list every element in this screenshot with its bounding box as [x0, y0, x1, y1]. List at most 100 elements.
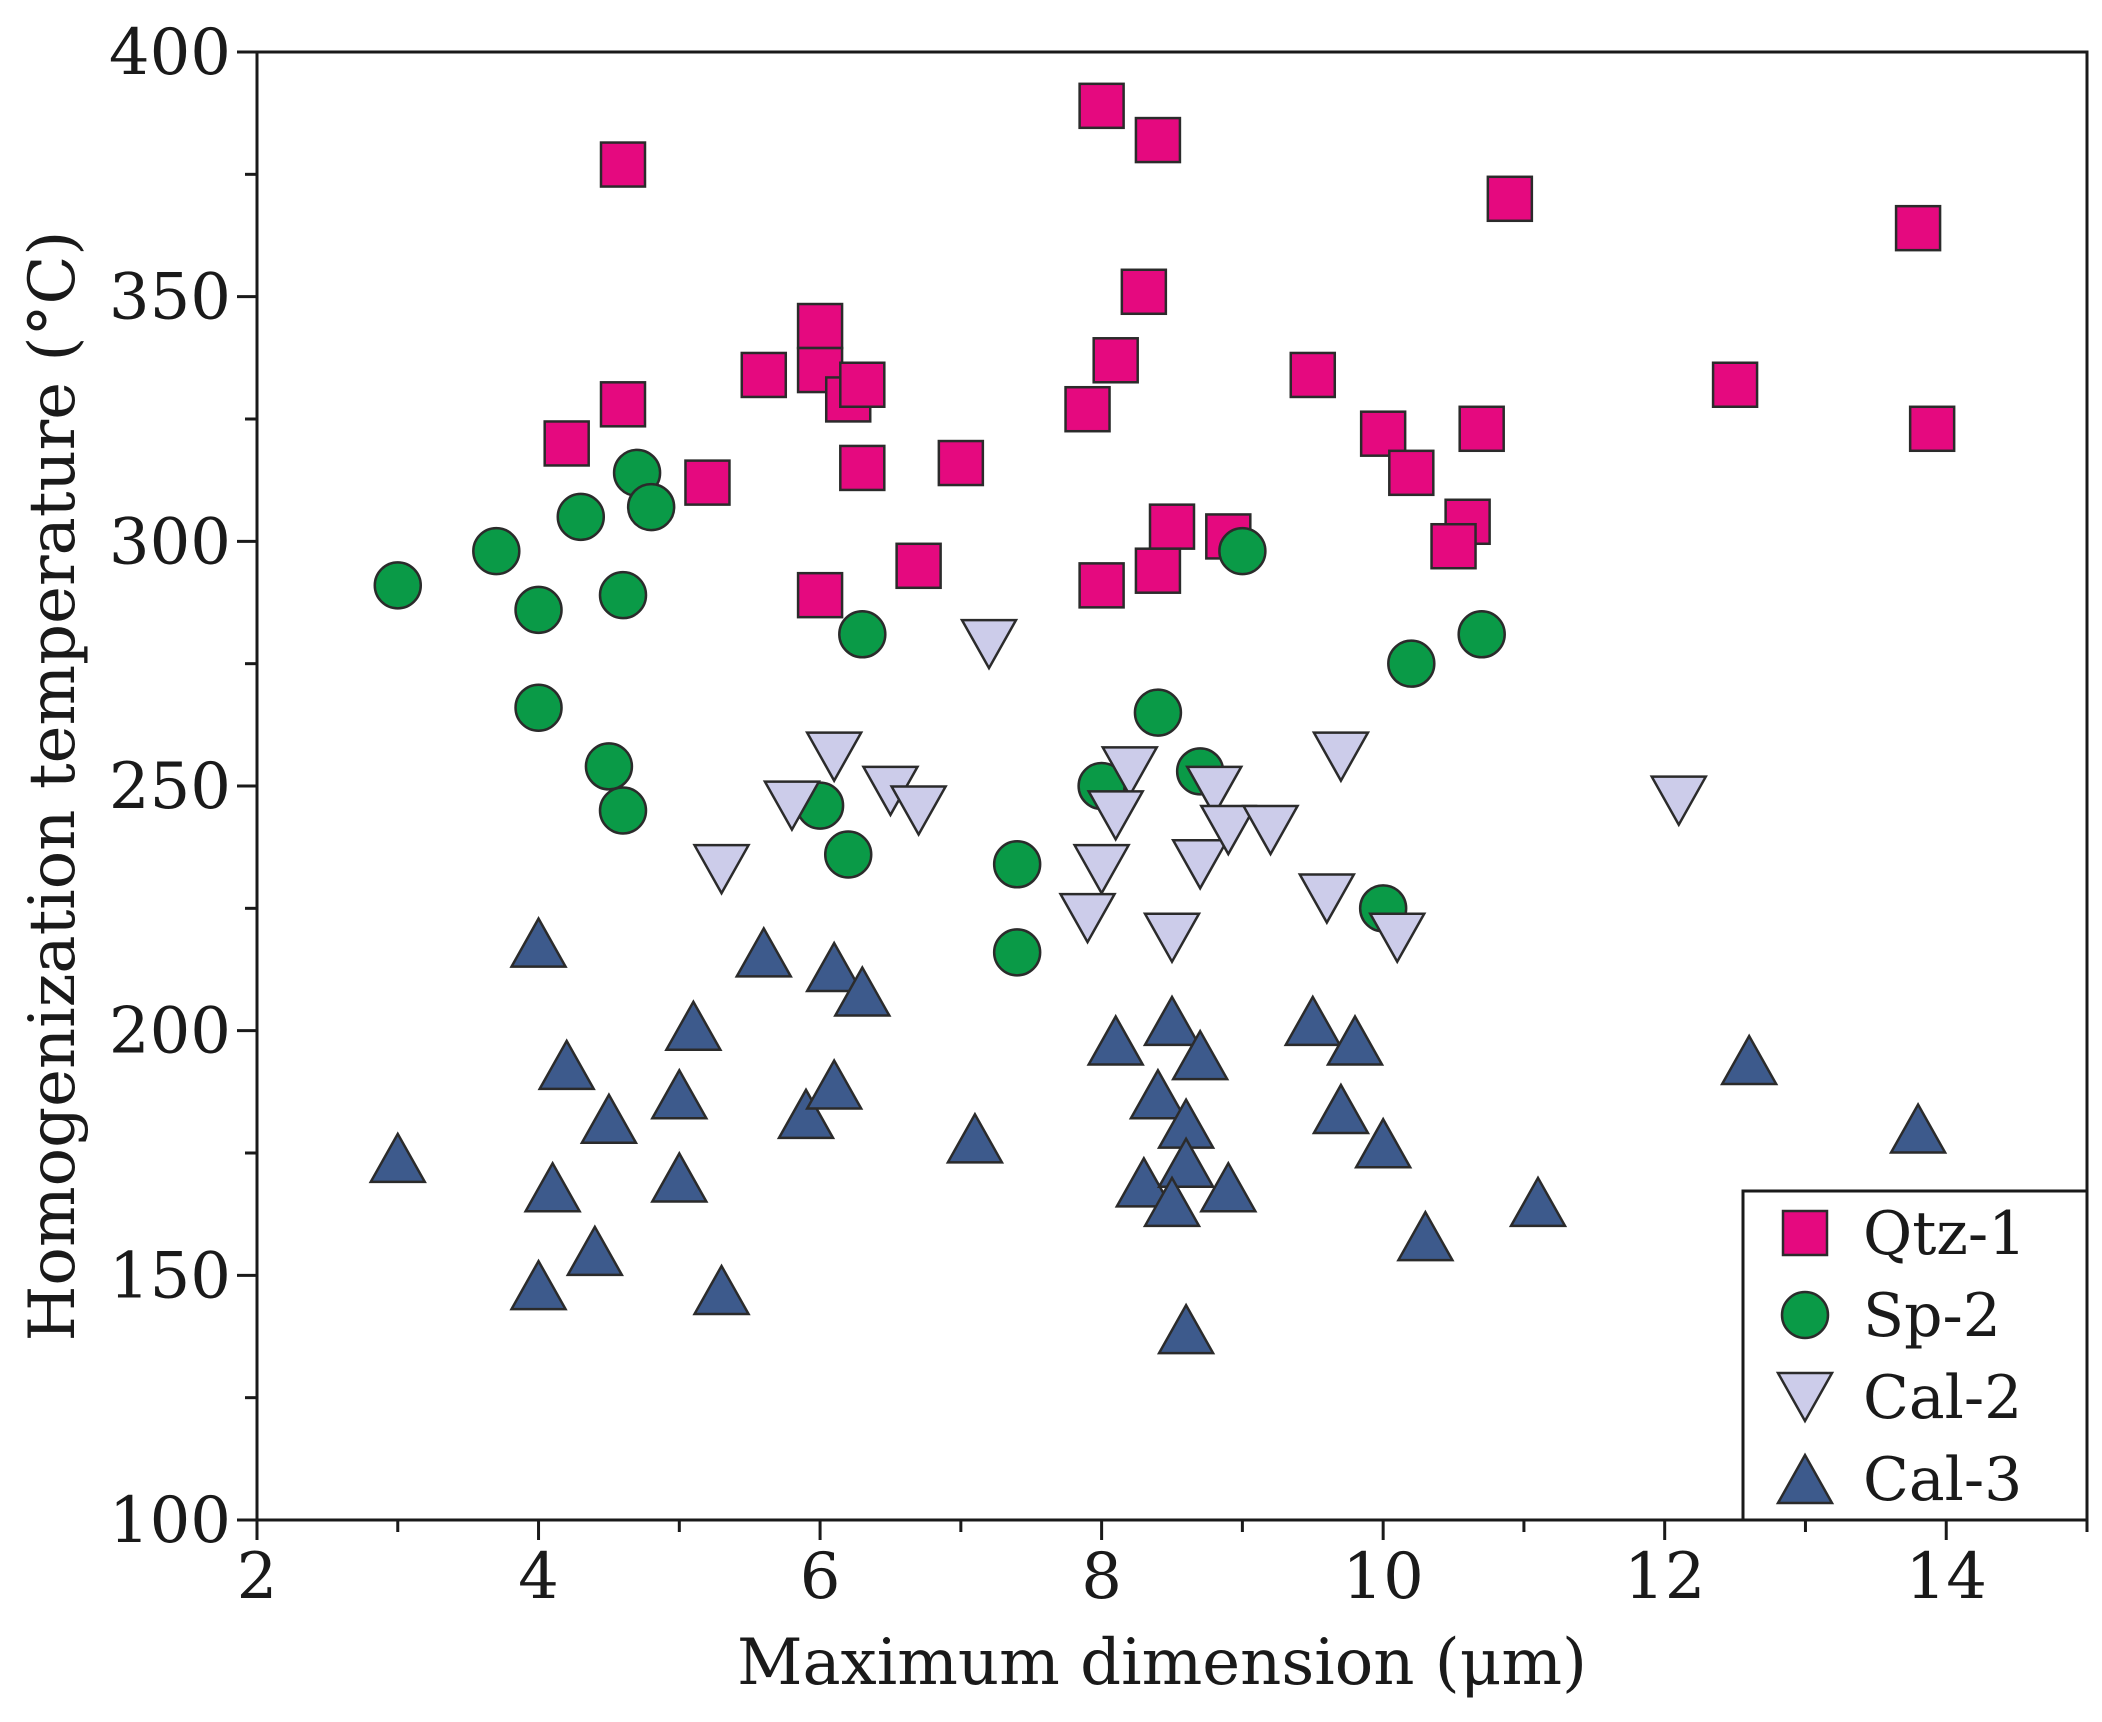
point-sp-2	[556, 492, 606, 542]
x-tick-label: 6	[800, 1540, 841, 1614]
x-axis-title: Maximum dimension (μm)	[737, 1626, 1587, 1700]
x-tick-label: 4	[518, 1540, 559, 1614]
point-cal-3	[692, 1263, 751, 1316]
point-cal-2	[1100, 746, 1159, 798]
point-cal-3	[1325, 1013, 1385, 1066]
x-tick-label: 10	[1342, 1540, 1423, 1614]
tick-marks	[237, 50, 2089, 1540]
point-cal-3	[1396, 1209, 1455, 1262]
point-qtz-1	[1120, 268, 1168, 316]
point-cal-2	[1649, 775, 1708, 828]
series-cal-3	[368, 916, 1948, 1355]
point-sp-2	[472, 526, 521, 576]
point-cal-3	[805, 1057, 864, 1110]
legend-label-qtz-1: Qtz-1	[1863, 1199, 2026, 1269]
point-cal-3	[734, 925, 793, 978]
point-qtz-1	[796, 571, 844, 619]
y-tick-label: 300	[109, 505, 231, 579]
point-sp-2	[992, 928, 1042, 977]
point-cal-2	[762, 780, 822, 833]
x-tick-label: 2	[237, 1540, 278, 1614]
point-qtz-1	[599, 141, 647, 188]
legend-label-cal-3: Cal-3	[1863, 1445, 2022, 1515]
plot-frame	[255, 50, 2089, 1522]
x-tick-label: 12	[1624, 1540, 1705, 1614]
point-qtz-1	[1908, 405, 1956, 453]
y-tick-label: 400	[109, 16, 231, 90]
point-cal-3	[537, 1038, 596, 1091]
point-sp-2	[1133, 688, 1183, 737]
point-qtz-1	[1430, 522, 1477, 570]
y-tick-label: 200	[109, 995, 231, 1069]
point-cal-2	[1297, 873, 1356, 926]
point-qtz-1	[1078, 82, 1125, 130]
point-qtz-1	[1078, 562, 1125, 609]
point-cal-3	[523, 1160, 582, 1213]
y-tick-labels: 100 150 200 250 300 350 400	[109, 16, 231, 1558]
point-cal-3	[1142, 994, 1202, 1047]
point-cal-3	[1114, 1155, 1173, 1208]
point-cal-2	[692, 843, 751, 896]
point-cal-2	[1171, 839, 1230, 891]
point-sp-2	[514, 585, 563, 635]
point-qtz-1	[599, 381, 647, 428]
point-cal-3	[664, 999, 723, 1052]
point-cal-3	[565, 1224, 624, 1277]
point-cal-3	[1720, 1033, 1779, 1086]
x-tick-label: 8	[1081, 1540, 1122, 1614]
point-cal-3	[945, 1111, 1005, 1164]
point-qtz-1	[1134, 547, 1182, 594]
point-cal-2	[889, 785, 948, 838]
point-qtz-1	[1359, 410, 1407, 457]
y-tick-label: 100	[109, 1484, 231, 1558]
series-qtz-1	[543, 82, 1956, 619]
series-sp-2	[373, 448, 1506, 977]
y-tick-label: 150	[109, 1239, 231, 1313]
point-cal-3	[1508, 1175, 1568, 1228]
point-sp-2	[626, 482, 676, 532]
point-sp-2	[992, 840, 1042, 889]
point-sp-2	[838, 610, 887, 659]
point-qtz-1	[684, 459, 731, 506]
point-qtz-1	[740, 351, 788, 399]
point-cal-3	[368, 1131, 427, 1184]
point-cal-3	[650, 1067, 709, 1120]
legend-marker-qtz-1	[1781, 1209, 1829, 1257]
point-qtz-1	[895, 542, 942, 590]
point-sp-2	[823, 830, 873, 879]
point-cal-2	[805, 731, 864, 784]
point-qtz-1	[543, 420, 590, 467]
point-cal-3	[1199, 1160, 1258, 1213]
point-cal-3	[1128, 1067, 1188, 1120]
point-sp-2	[598, 786, 648, 835]
point-cal-3	[1156, 1302, 1216, 1355]
point-qtz-1	[839, 361, 886, 408]
x-tick-label: 14	[1906, 1540, 1987, 1614]
point-cal-3	[1171, 1028, 1230, 1081]
point-qtz-1	[1486, 175, 1534, 223]
point-sp-2	[373, 561, 423, 610]
point-qtz-1	[1711, 361, 1759, 408]
point-qtz-1	[839, 444, 886, 492]
point-cal-3	[776, 1087, 836, 1140]
point-qtz-1	[1092, 337, 1139, 384]
point-cal-3	[1142, 1175, 1202, 1228]
legend: Qtz-1 Sp-2 Cal-2 Cal-3	[1741, 1189, 2089, 1522]
point-cal-3	[1888, 1101, 1948, 1154]
point-cal-3	[1086, 1013, 1145, 1066]
y-axis-title: Homogenization temperature (°C)	[16, 231, 90, 1342]
point-cal-2	[1311, 731, 1371, 784]
point-sp-2	[1218, 526, 1267, 576]
point-qtz-1	[1134, 116, 1182, 164]
point-qtz-1	[796, 302, 844, 350]
y-tick-label: 350	[109, 261, 231, 335]
point-sp-2	[1457, 610, 1506, 659]
point-cal-3	[509, 1258, 568, 1311]
point-qtz-1	[1458, 405, 1505, 453]
legend-marker-cal-3	[1775, 1452, 1835, 1505]
legend-marker-cal-2	[1775, 1371, 1835, 1424]
y-tick-label: 250	[109, 750, 231, 824]
point-sp-2	[1387, 639, 1436, 688]
